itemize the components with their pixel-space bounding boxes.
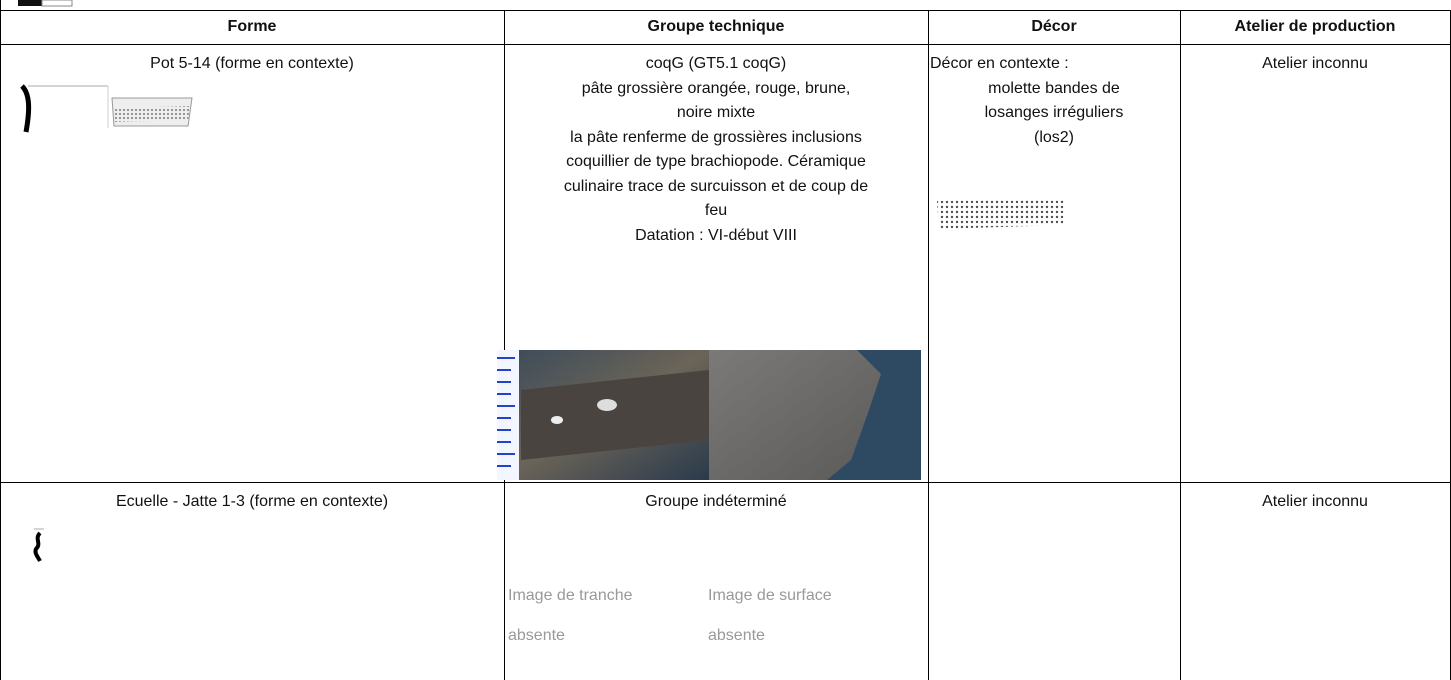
missing-image: Image de tranche absente: [508, 587, 633, 644]
groupe-line: la pâte renferme de grossières inclusion…: [570, 128, 862, 146]
atelier: Atelier inconnu: [1262, 493, 1368, 510]
forme: Ecuelle - Jatte 1-3 (forme en contexte): [115, 493, 389, 510]
forme: Pot 5-14 (forme en contexte): [150, 55, 354, 72]
decor-line: losanges irréguliers: [984, 104, 1124, 121]
border: [0, 0, 1, 10]
border: [0, 482, 1451, 483]
groupe-line: pâte grossière orangée, rouge, brune,: [581, 79, 851, 97]
top-thumbnail: [18, 0, 73, 7]
groupe-line: feu: [704, 202, 728, 219]
decor-label: Décor en contexte :: [930, 55, 1069, 72]
header-cell: Décor: [1031, 18, 1077, 35]
decor-drawing: [937, 199, 1065, 229]
border: [0, 10, 1, 680]
header-cell: Groupe technique: [647, 18, 785, 35]
groupe-line: noire mixte: [676, 104, 756, 121]
header-cell: Atelier de production: [1234, 18, 1396, 35]
groupe-line: Datation : VI-début VIII: [635, 226, 797, 244]
sample-photo: [497, 350, 921, 480]
groupe-line: culinaire trace de surcuisson et de coup…: [563, 177, 869, 195]
border: [1180, 10, 1181, 680]
groupe-line: Groupe indéterminé: [645, 493, 787, 510]
decor-line: molette bandes de: [988, 79, 1120, 97]
missing-image: Image de surface absente: [708, 587, 832, 644]
groupe-line: coquillier de type brachiopode. Céramiqu…: [566, 153, 866, 170]
forme-drawing: [33, 528, 44, 562]
border: [0, 44, 1451, 45]
header-cell: Forme: [227, 18, 277, 35]
forme-drawing: [20, 84, 193, 133]
border: [0, 10, 1451, 11]
atelier: Atelier inconnu: [1262, 55, 1368, 72]
groupe-line: coqG (GT5.1 coqG): [645, 55, 787, 72]
border: [504, 10, 505, 680]
border: [928, 10, 929, 680]
decor-line: (los2): [1033, 128, 1074, 146]
